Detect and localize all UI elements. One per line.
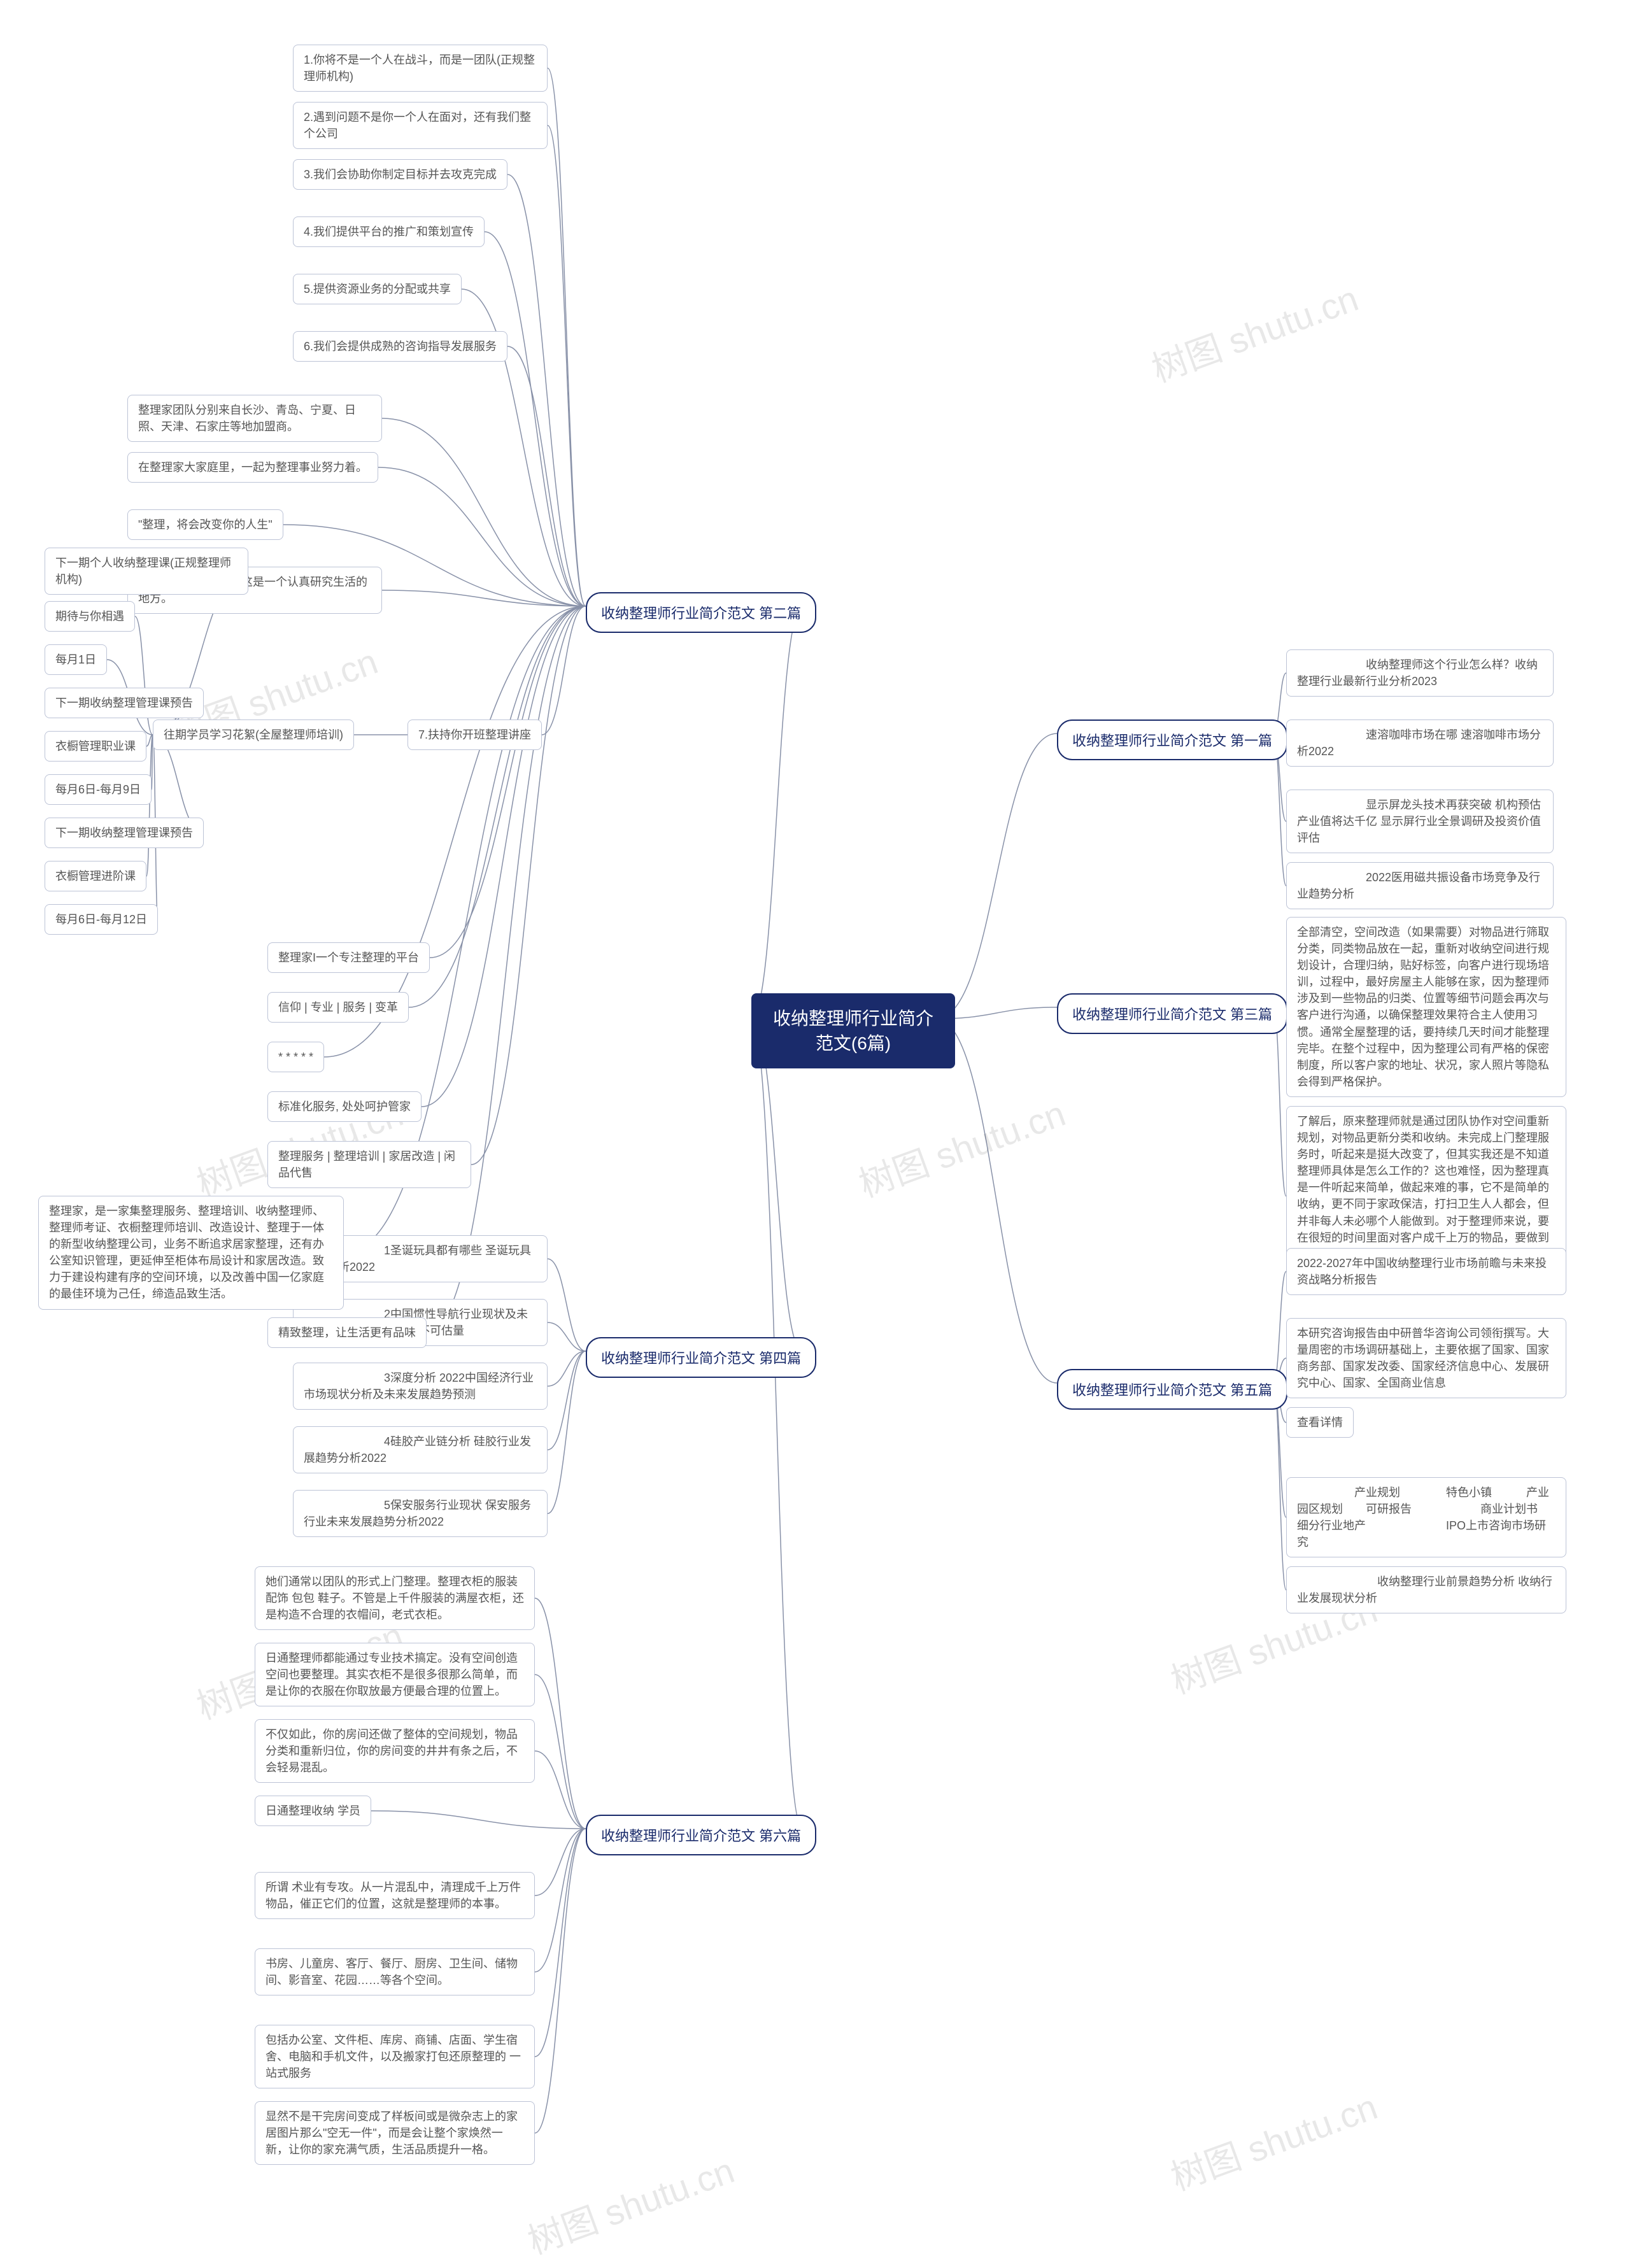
- section6-item-4: 所谓 术业有专攻。从一片混乱中，清理成千上万件物品，催正它们的位置，这就是整理师…: [255, 1872, 535, 1919]
- section1-item-3: 2022医用磁共振设备市场竞争及行业趋势分析: [1286, 862, 1554, 909]
- section2-mid-2: "整理，将会改变你的人生": [127, 509, 283, 540]
- section2-seven-child-1: 期待与你相遇: [45, 601, 135, 632]
- section2-seven-child-3: 下一期收纳整理管理课预告: [45, 688, 204, 718]
- section2-mid-1: 在整理家大家庭里，一起为整理事业努力着。: [127, 452, 378, 483]
- section2-seven-child-0: 下一期个人收纳整理课(正规整理师机构): [45, 548, 248, 595]
- section2-bottom-0: 整理家I一个专注整理的平台: [267, 942, 430, 973]
- branch-b6: 收纳整理师行业简介范文 第六篇: [586, 1815, 816, 1855]
- section5-item-2: 查看详情: [1286, 1407, 1354, 1438]
- section2-bottom-3: 标准化服务, 处处呵护管家: [267, 1091, 422, 1122]
- branch-b4: 收纳整理师行业简介范文 第四篇: [586, 1337, 816, 1378]
- section2-bottom-5: 整理家，是一家集整理服务、整理培训、收纳整理师、整理师考证、衣橱整理师培训、改造…: [38, 1196, 344, 1310]
- section2-top-0: 1.你将不是一个人在战斗，而是一团队(正规整理师机构): [293, 45, 548, 92]
- section2-seven-left: 往期学员学习花絮(全屋整理师培训): [153, 719, 354, 750]
- branch-b2: 收纳整理师行业简介范文 第二篇: [586, 592, 816, 633]
- section6-item-3: 日通整理收纳 学员: [255, 1796, 371, 1826]
- section1-item-2: 显示屏龙头技术再获突破 机构预估产业值将达千亿 显示屏行业全景调研及投资价值评估: [1286, 790, 1554, 853]
- section6-item-6: 包括办公室、文件柜、库房、商铺、店面、学生宿舍、电脑和手机文件，以及搬家打包还原…: [255, 2025, 535, 2088]
- section2-top-3: 4.我们提供平台的推广和策划宣传: [293, 216, 485, 247]
- branch-b3: 收纳整理师行业简介范文 第三篇: [1057, 993, 1287, 1034]
- section1-item-1: 速溶咖啡市场在哪 速溶咖啡市场分析2022: [1286, 719, 1554, 767]
- section2-bottom-2: * * * * *: [267, 1042, 324, 1072]
- watermark: 树图 shutu.cn: [851, 1085, 1072, 1207]
- section2-top-1: 2.遇到问题不是你一个人在面对，还有我们整个公司: [293, 102, 548, 149]
- section3-item-0: 全部清空，空间改造（如果需要）对物品进行筛取分类，同类物品放在一起，重新对收纳空…: [1286, 917, 1566, 1097]
- root-label: 收纳整理师行业简介范文(6篇): [773, 1009, 933, 1053]
- section6-item-5: 书房、儿童房、客厅、餐厅、厨房、卫生间、储物间、影音室、花园……等各个空间。: [255, 1948, 535, 1995]
- section1-item-0: 收纳整理师这个行业怎么样？收纳整理行业最新行业分析2023: [1286, 649, 1554, 697]
- watermark: 树图 shutu.cn: [1144, 270, 1364, 392]
- section2-seven-child-4: 衣橱管理职业课: [45, 731, 146, 762]
- section2-seven-child-2: 每月1日: [45, 644, 107, 675]
- section2-seven-child-5: 每月6日-每月9日: [45, 774, 152, 805]
- section2-bottom-6: 精致整理，让生活更有品味: [267, 1317, 427, 1348]
- section6-item-7: 显然不是干完房间变成了样板间或是微杂志上的家居图片那么"空无一件"，而是会让整个…: [255, 2101, 535, 2165]
- section5-item-3: 产业规划 特色小镇 产业园区规划 可研报告 商业计划书 细分行业地产 IPO上市…: [1286, 1477, 1566, 1557]
- section2-seven: 7.扶持你开班整理讲座: [408, 719, 542, 750]
- section4-item-4: 5保安服务行业现状 保安服务行业未来发展趋势分析2022: [293, 1490, 548, 1537]
- section2-top-2: 3.我们会协助你制定目标并去攻克完成: [293, 159, 507, 190]
- watermark: 树图 shutu.cn: [520, 2142, 741, 2264]
- section6-item-2: 不仅如此，你的房间还做了整体的空间规划，物品分类和重新归位，你的房间变的井井有条…: [255, 1719, 535, 1783]
- section6-item-0: 她们通常以团队的形式上门整理。整理衣柜的服装 配饰 包包 鞋子。不管是上千件服装…: [255, 1566, 535, 1630]
- section4-item-3: 4硅胶产业链分析 硅胶行业发展趋势分析2022: [293, 1426, 548, 1473]
- section2-seven-child-6: 下一期收纳整理管理课预告: [45, 818, 204, 848]
- section4-item-2: 3深度分析 2022中国经济行业市场现状分析及未来发展趋势预测: [293, 1363, 548, 1410]
- watermark: 树图 shutu.cn: [1163, 2078, 1384, 2201]
- section2-top-5: 6.我们会提供成熟的咨询指导发展服务: [293, 331, 507, 362]
- section5-item-1: 本研究咨询报告由中研普华咨询公司领衔撰写。大量周密的市场调研基础上，主要依据了国…: [1286, 1318, 1566, 1398]
- section5-item-0: 2022-2027年中国收纳整理行业市场前瞻与未来投资战略分析报告: [1286, 1248, 1566, 1295]
- section2-bottom-1: 信仰 | 专业 | 服务 | 变革: [267, 992, 409, 1023]
- section2-seven-child-7: 衣橱管理进阶课: [45, 861, 146, 891]
- branch-b5: 收纳整理师行业简介范文 第五篇: [1057, 1369, 1287, 1410]
- section5-item-4: 收纳整理行业前景趋势分析 收纳行业发展现状分析: [1286, 1566, 1566, 1613]
- section2-bottom-4: 整理服务 | 整理培训 | 家居改造 | 闲品代售: [267, 1141, 471, 1188]
- branch-b1: 收纳整理师行业简介范文 第一篇: [1057, 719, 1287, 760]
- section2-top-4: 5.提供资源业务的分配或共享: [293, 274, 462, 304]
- section2-mid-0: 整理家团队分别来自长沙、青岛、宁夏、日照、天津、石家庄等地加盟商。: [127, 395, 382, 442]
- section2-seven-child-8: 每月6日-每月12日: [45, 904, 158, 935]
- mindmap-root: 收纳整理师行业简介范文(6篇): [751, 993, 955, 1068]
- section6-item-1: 日通整理师都能通过专业技术搞定。没有空间创造空间也要整理。其实衣柜不是很多很那么…: [255, 1643, 535, 1706]
